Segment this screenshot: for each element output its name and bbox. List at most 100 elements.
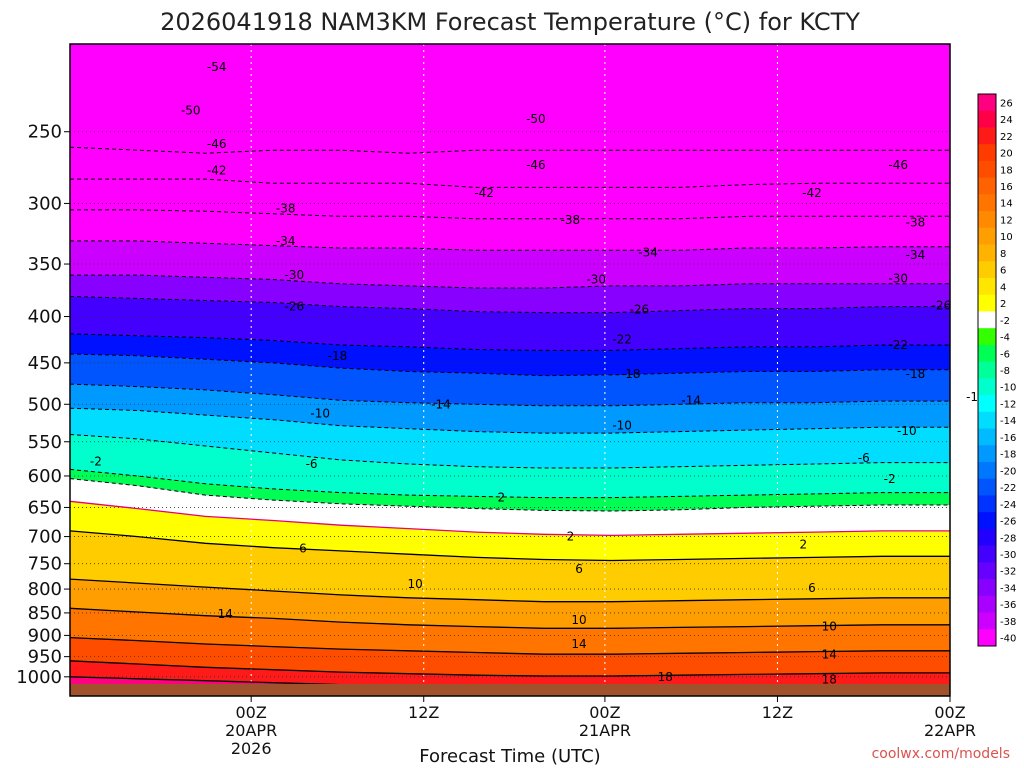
colorbar-label: -22	[1000, 483, 1016, 494]
colorbar-swatch	[978, 545, 996, 563]
contour-label: -18	[906, 367, 926, 381]
contour-label: -10	[897, 424, 917, 438]
colorbar-label: -16	[1000, 433, 1016, 444]
y-tick-label: 700	[28, 527, 62, 548]
colorbar-swatch	[978, 395, 996, 413]
colorbar-swatch	[978, 144, 996, 162]
colorbar-swatch	[978, 528, 996, 547]
colorbar-label: 18	[1000, 165, 1013, 176]
temperature-band	[70, 44, 950, 154]
contour-label: -30	[285, 268, 305, 282]
colorbar-label: 22	[1000, 132, 1013, 143]
colorbar-swatch	[978, 227, 996, 245]
colorbar-label: 14	[1000, 199, 1013, 210]
colorbar-swatch	[978, 562, 996, 580]
colorbar-label: 8	[1000, 249, 1006, 260]
contour-label: -18	[621, 367, 641, 381]
y-tick-label: 400	[28, 307, 62, 328]
x-tick-label: 00Z	[236, 703, 267, 722]
x-tick-label: 00Z	[589, 703, 620, 722]
contour-label: -42	[802, 186, 822, 200]
temperature-band	[70, 147, 950, 188]
contour-label: -10	[612, 419, 632, 433]
colorbar-swatch	[978, 495, 996, 513]
contour-label: -18	[328, 349, 348, 363]
colorbar-swatch	[978, 428, 996, 446]
contour-label: 18	[822, 673, 837, 687]
contour-label: -26	[630, 303, 650, 317]
colorbar-label: 24	[1000, 115, 1013, 126]
y-tick-label: 750	[28, 554, 62, 575]
colorbar-label: -32	[1000, 567, 1016, 578]
y-tick-label: 850	[28, 603, 62, 624]
contour-line	[69, 578, 950, 603]
colorbar-label: -28	[1000, 533, 1016, 544]
y-tick-label: 800	[28, 579, 62, 600]
y-tick-label: 600	[28, 466, 62, 487]
contour-label: -50	[526, 112, 546, 126]
colorbar-label: -14	[1000, 416, 1016, 427]
x-tick-date: 20APR	[225, 721, 277, 740]
x-tick-year: 2026	[231, 739, 272, 758]
y-tick-label: 500	[28, 394, 62, 415]
colorbar-swatch	[978, 595, 996, 613]
colorbar-swatch	[978, 579, 996, 597]
colorbar-swatch	[978, 361, 996, 379]
y-tick-label: 650	[28, 497, 62, 518]
plot-border	[69, 43, 951, 697]
contour-label: 14	[218, 607, 233, 621]
temperature-band	[70, 469, 950, 511]
contour-line	[69, 478, 950, 512]
colorbar-label: -26	[1000, 517, 1016, 528]
contour-line	[69, 636, 950, 655]
temperature-band	[70, 209, 950, 251]
colorbar-swatch	[978, 160, 996, 179]
colorbar-label: -34	[1000, 583, 1016, 594]
contour-label: -38	[561, 213, 581, 227]
colorbar-swatch	[978, 311, 996, 329]
colorbar-label: 16	[1000, 182, 1013, 193]
colorbar-label: 10	[1000, 232, 1013, 243]
contour-label: 10	[407, 577, 422, 591]
colorbar-label: -40	[1000, 634, 1016, 645]
y-axis: 2503003504004505005506006507007508008509…	[16, 122, 70, 688]
contour-label: 2	[498, 491, 506, 505]
contour-label: -30	[888, 271, 908, 285]
colorbar-label: -36	[1000, 600, 1016, 611]
contour-label: 6	[575, 562, 583, 576]
contour-label: -42	[207, 164, 227, 178]
colorbar-swatch	[978, 177, 996, 195]
contour-label: 14	[822, 648, 837, 662]
credit-text: coolwx.com/models	[872, 746, 1010, 762]
colorbar-label: -20	[1000, 466, 1016, 477]
colorbar-swatch	[978, 127, 996, 145]
colorbar-swatch	[978, 110, 996, 128]
contour-label: 14	[571, 637, 586, 651]
contour-label: -14	[431, 397, 451, 411]
colorbar-swatch	[978, 294, 996, 312]
temperature-band	[70, 501, 950, 561]
colorbar-label: 20	[1000, 149, 1013, 160]
x-tick-label: 12Z	[408, 703, 439, 722]
contour-label: 2	[800, 537, 808, 551]
colorbar-swatch	[978, 411, 996, 429]
y-tick-label: 350	[28, 254, 62, 275]
y-tick-label: 900	[28, 625, 62, 646]
colorbar-swatch	[978, 629, 996, 647]
contour-label: -22	[888, 338, 908, 352]
temperature-band	[70, 240, 950, 288]
contour-label: -38	[276, 202, 296, 216]
contour-label: -30	[586, 272, 606, 286]
colorbar-label: -18	[1000, 450, 1016, 461]
colorbar-label: -2	[1000, 316, 1010, 327]
contour-label: -26	[932, 299, 952, 313]
colorbar-label: -10	[1000, 383, 1016, 394]
colorbar-label: -24	[1000, 500, 1016, 511]
temperature-band	[70, 579, 950, 629]
colorbar-label: 2	[1000, 299, 1006, 310]
colorbar-swatch	[978, 278, 996, 296]
colorbar-swatch	[978, 194, 996, 212]
colorbar-swatch	[978, 512, 996, 530]
